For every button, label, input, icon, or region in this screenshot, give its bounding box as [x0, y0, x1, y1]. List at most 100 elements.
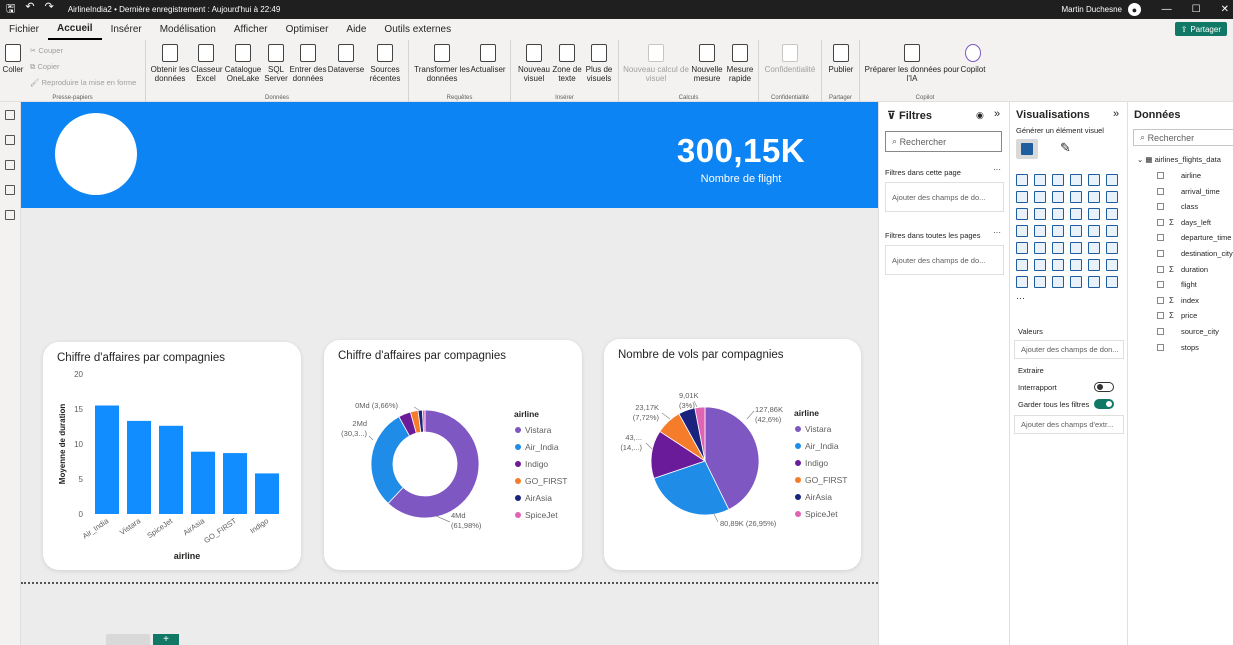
field-item[interactable]: stops	[1157, 343, 1199, 352]
add-page-button[interactable]: +	[153, 634, 179, 645]
treemap-visual-icon[interactable]	[1106, 208, 1118, 220]
page-tab[interactable]	[106, 634, 150, 645]
values-well[interactable]: Ajouter des champs de don...	[1014, 340, 1124, 359]
document-title[interactable]: AirlineIndia2 • Dernière enregistrement …	[67, 5, 281, 14]
field-item[interactable]: flight	[1157, 280, 1197, 289]
waterfall-visual-icon[interactable]	[1088, 191, 1100, 203]
maximize-button[interactable]: ☐	[1191, 4, 1201, 15]
kpi-visual-icon[interactable]	[1106, 225, 1118, 237]
narrative-visual-icon[interactable]	[1088, 259, 1100, 271]
more-visual-icon[interactable]	[1106, 276, 1118, 288]
menu-aide[interactable]: Aide	[346, 24, 367, 35]
field-checkbox[interactable]	[1157, 203, 1164, 211]
field-item[interactable]: arrival_time	[1157, 187, 1220, 196]
sensitivity-button[interactable]: Confidentialité	[761, 44, 819, 74]
minimize-button[interactable]: —	[1161, 4, 1172, 15]
dataverse-button[interactable]: Dataverse	[327, 44, 365, 74]
trophy-visual-icon[interactable]	[1106, 259, 1118, 271]
multi-row-card-visual-icon[interactable]	[1034, 242, 1046, 254]
field-checkbox[interactable]	[1157, 218, 1164, 226]
copy-button[interactable]: ⧉ Copier	[30, 62, 60, 71]
table-visual-icon[interactable]	[1070, 242, 1082, 254]
azure-map-visual-icon[interactable]	[1070, 225, 1082, 237]
field-checkbox[interactable]	[1157, 172, 1164, 179]
menu-accueil[interactable]: Accueil	[48, 19, 102, 40]
menu-optimiser[interactable]: Optimiser	[285, 24, 329, 35]
field-checkbox[interactable]	[1157, 187, 1164, 195]
key-influencers-visual-icon[interactable]	[1034, 259, 1046, 271]
user-account[interactable]: Martin Duchesne ●	[1062, 3, 1141, 16]
field-checkbox[interactable]	[1157, 265, 1164, 273]
get-data-button[interactable]: Obtenir les données	[150, 44, 190, 83]
sql-button[interactable]: SQL Server	[264, 44, 288, 83]
kpi-card[interactable]: 300,15K Nombre de flight	[661, 132, 821, 185]
collapse-viz-icon[interactable]: »	[1113, 108, 1120, 120]
more-options-icon[interactable]: ···	[993, 165, 1001, 174]
field-checkbox[interactable]	[1157, 343, 1164, 351]
field-checkbox[interactable]	[1157, 250, 1164, 257]
field-checkbox[interactable]	[1157, 281, 1164, 289]
refresh-button[interactable]: Actualiser	[469, 44, 507, 74]
power-apps-visual-icon[interactable]	[1034, 276, 1046, 288]
table-node[interactable]: ⌄ ▦ airlines_flights_data	[1137, 155, 1221, 164]
field-checkbox[interactable]	[1157, 296, 1164, 304]
menu-inserer[interactable]: Insérer	[110, 24, 142, 35]
cut-button[interactable]: ✂ Couper	[30, 46, 63, 55]
kpi-banner[interactable]: 300,15K Nombre de flight	[21, 102, 878, 208]
tmdl-view-icon[interactable]	[5, 210, 15, 220]
menu-outils-externes[interactable]: Outils externes	[384, 24, 452, 35]
copilot-button[interactable]: Copilot	[958, 44, 988, 74]
drill-well[interactable]: Ajouter des champs d'extr...	[1014, 415, 1124, 434]
area-visual-icon[interactable]	[1034, 191, 1046, 203]
stacked-area-visual-icon[interactable]	[1052, 191, 1064, 203]
menu-afficher[interactable]: Afficher	[233, 24, 268, 35]
line-stacked-column-visual-icon[interactable]	[1016, 208, 1028, 220]
enter-data-button[interactable]: Entrer des données	[289, 44, 327, 83]
shape-map-visual-icon[interactable]	[1052, 225, 1064, 237]
undo-icon[interactable]: ↶	[25, 1, 35, 13]
save-icon[interactable]: 🖫	[6, 3, 16, 15]
stacked-column-visual-icon[interactable]	[1034, 174, 1046, 186]
dax-query-icon[interactable]	[5, 185, 15, 195]
filters-all-pages-well[interactable]: Ajouter des champs de do...	[885, 245, 1004, 275]
field-item[interactable]: airline	[1157, 171, 1201, 180]
bar-chart-card[interactable]: Chiffre d'affaires par compagnies 0 5 10 15…	[43, 342, 301, 570]
card-visual-icon[interactable]	[1016, 242, 1028, 254]
recent-sources-button[interactable]: Sources récentes	[366, 44, 404, 83]
stacked-bar-visual-icon[interactable]	[1016, 174, 1028, 186]
field-item[interactable]: destination_city	[1157, 249, 1233, 258]
menu-modelisation[interactable]: Modélisation	[159, 24, 216, 35]
clustered-bar-visual-icon[interactable]	[1052, 174, 1064, 186]
eye-icon[interactable]: ◉	[976, 110, 984, 120]
filled-map-visual-icon[interactable]	[1034, 225, 1046, 237]
filters-search-input[interactable]: ⌕ Rechercher	[885, 131, 1002, 152]
r-script-visual-icon[interactable]	[1106, 242, 1118, 254]
scatter-visual-icon[interactable]	[1052, 208, 1064, 220]
field-checkbox[interactable]	[1157, 234, 1164, 242]
build-visual-tab[interactable]	[1016, 139, 1038, 159]
more-options-icon[interactable]: ···	[993, 228, 1001, 237]
prep-ai-button[interactable]: Préparer les données pour l'IA	[864, 44, 960, 83]
100-bar-visual-icon[interactable]	[1088, 174, 1100, 186]
keep-filters-toggle[interactable]	[1094, 399, 1114, 409]
share-button[interactable]: ⇪ Partager	[1174, 22, 1227, 36]
paginated-visual-icon[interactable]	[1016, 276, 1028, 288]
text-box-button[interactable]: Zone de texte	[551, 44, 583, 83]
pie-chart-card[interactable]: Nombre de vols par compagnies airline Vis…	[604, 339, 861, 570]
slicer-visual-icon[interactable]	[1052, 242, 1064, 254]
report-canvas[interactable]: 300,15K Nombre de flight Chiffre d'affai…	[21, 102, 878, 645]
logo-placeholder[interactable]	[55, 113, 137, 195]
format-painter-button[interactable]: 🖌 Reproduire la mise en forme	[30, 78, 137, 87]
new-measure-button[interactable]: Nouvelle mesure	[689, 44, 725, 83]
field-item[interactable]: departure_time	[1157, 233, 1231, 242]
line-visual-icon[interactable]	[1016, 191, 1028, 203]
ribbon-visual-icon[interactable]	[1070, 191, 1082, 203]
pie-visual-icon[interactable]	[1070, 208, 1082, 220]
paste-button[interactable]: Coller	[2, 44, 24, 74]
map-visual-icon[interactable]	[1016, 225, 1028, 237]
filters-page-well[interactable]: Ajouter des champs de do...	[885, 182, 1004, 212]
donut-chart-card[interactable]: Chiffre d'affaires par compagnies airlin…	[324, 340, 582, 570]
